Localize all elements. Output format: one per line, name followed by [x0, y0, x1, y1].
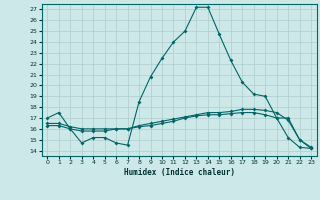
- X-axis label: Humidex (Indice chaleur): Humidex (Indice chaleur): [124, 168, 235, 177]
